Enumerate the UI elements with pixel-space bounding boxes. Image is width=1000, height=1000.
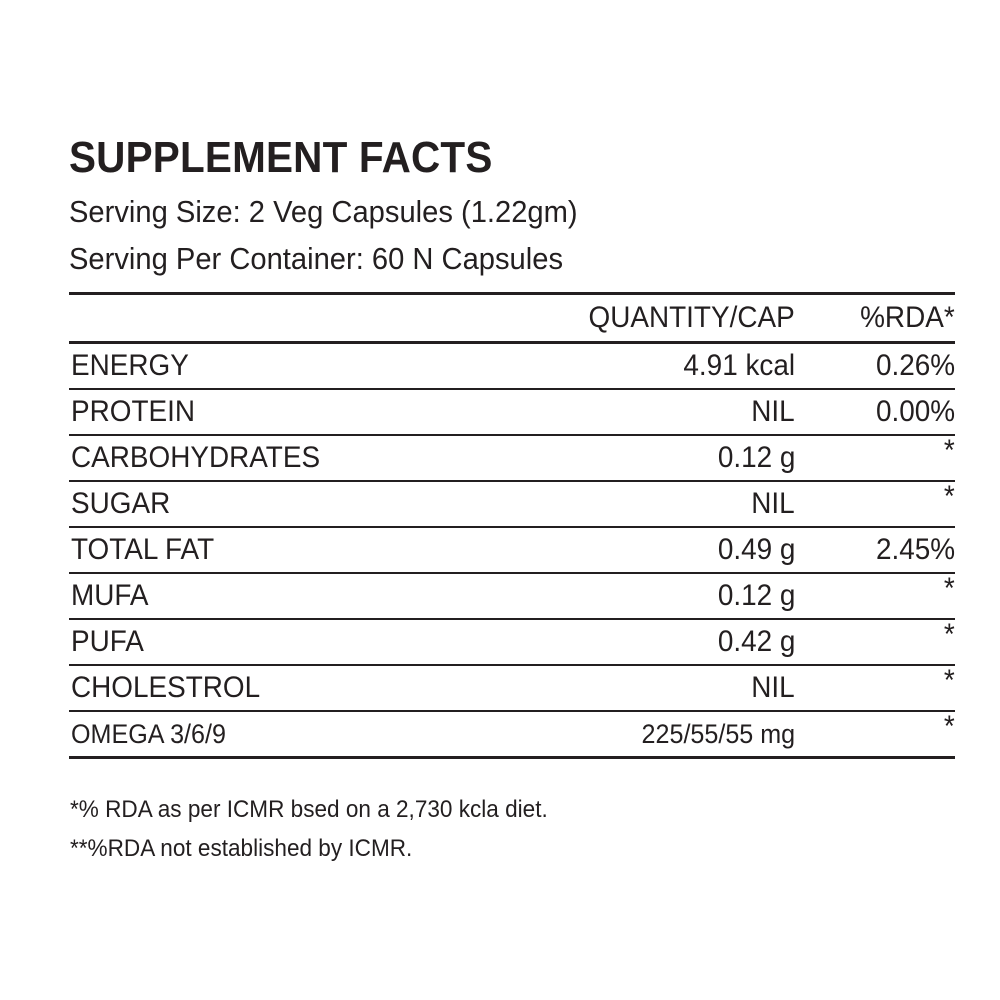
serving-per-container-text: Serving Per Container: 60 N Capsules bbox=[69, 241, 564, 276]
header-bottom-rule bbox=[69, 341, 955, 344]
footnotes: *% RDA as per ICMR bsed on a 2,730 kcla … bbox=[70, 798, 956, 876]
footnote-rda-not-established: **%RDA not established by ICMR. bbox=[70, 835, 413, 862]
column-header-quantity: QUANTITY/CAP bbox=[588, 301, 795, 334]
nutrient-rda: 2.45% bbox=[875, 533, 955, 566]
nutrient-name: PROTEIN bbox=[71, 395, 196, 428]
table-row: PROTEIN NIL 0.00% bbox=[69, 390, 955, 434]
nutrient-quantity: 0.42 g bbox=[717, 625, 795, 658]
nutrient-quantity: NIL bbox=[751, 671, 795, 704]
row-rule bbox=[69, 572, 955, 574]
nutrient-quantity: 0.12 g bbox=[717, 579, 795, 612]
nutrition-table: QUANTITY/CAP %RDA* ENERGY 4.91 kcal 0.26… bbox=[69, 292, 955, 759]
table-row: SUGAR NIL * bbox=[69, 482, 955, 526]
row-rule bbox=[69, 388, 955, 390]
serving-size-text: Serving Size: 2 Veg Capsules (1.22gm) bbox=[69, 194, 578, 229]
supplement-facts-panel: SUPPLEMENT FACTS Serving Size: 2 Veg Cap… bbox=[69, 0, 955, 1000]
nutrient-rda: * bbox=[944, 434, 955, 467]
nutrient-name: PUFA bbox=[71, 625, 144, 658]
nutrient-name: CHOLESTROL bbox=[71, 671, 261, 704]
page-title: SUPPLEMENT FACTS bbox=[69, 133, 493, 182]
nutrient-name: MUFA bbox=[71, 579, 149, 612]
nutrient-rda: * bbox=[944, 618, 955, 651]
nutrient-name: ENERGY bbox=[71, 349, 189, 382]
table-row: PUFA 0.42 g * bbox=[69, 620, 955, 664]
nutrient-quantity: NIL bbox=[751, 395, 795, 428]
row-rule bbox=[69, 664, 955, 666]
nutrient-rda: 0.26% bbox=[875, 349, 955, 382]
nutrient-quantity: 0.49 g bbox=[717, 533, 795, 566]
nutrient-name: CARBOHYDRATES bbox=[71, 441, 321, 474]
table-top-rule bbox=[69, 292, 955, 295]
table-row: CARBOHYDRATES 0.12 g * bbox=[69, 436, 955, 480]
row-rule bbox=[69, 618, 955, 620]
row-rule bbox=[69, 434, 955, 436]
footnote-rda-basis: *% RDA as per ICMR bsed on a 2,730 kcla … bbox=[70, 796, 548, 823]
table-header-row: QUANTITY/CAP %RDA* bbox=[69, 295, 955, 341]
nutrient-name: OMEGA 3/6/9 bbox=[71, 719, 226, 749]
table-row: CHOLESTROL NIL * bbox=[69, 666, 955, 710]
nutrient-quantity: 4.91 kcal bbox=[683, 349, 795, 382]
column-header-rda: %RDA* bbox=[860, 301, 955, 334]
nutrient-rda: * bbox=[944, 572, 955, 605]
row-rule bbox=[69, 526, 955, 528]
row-rule bbox=[69, 480, 955, 482]
nutrient-quantity: 0.12 g bbox=[717, 441, 795, 474]
nutrient-rda: * bbox=[944, 710, 955, 743]
nutrient-name: SUGAR bbox=[71, 487, 171, 520]
table-row: TOTAL FAT 0.49 g 2.45% bbox=[69, 528, 955, 572]
table-bottom-rule bbox=[69, 756, 955, 759]
nutrient-name: TOTAL FAT bbox=[71, 533, 215, 566]
row-rule bbox=[69, 710, 955, 712]
nutrient-quantity: 225/55/55 mg bbox=[641, 719, 795, 749]
nutrient-quantity: NIL bbox=[751, 487, 795, 520]
nutrient-rda: 0.00% bbox=[875, 395, 955, 428]
table-row: MUFA 0.12 g * bbox=[69, 574, 955, 618]
nutrient-rda: * bbox=[944, 480, 955, 513]
table-row: OMEGA 3/6/9 225/55/55 mg * bbox=[69, 712, 955, 756]
nutrient-rda: * bbox=[944, 664, 955, 697]
table-row: ENERGY 4.91 kcal 0.26% bbox=[69, 344, 955, 388]
